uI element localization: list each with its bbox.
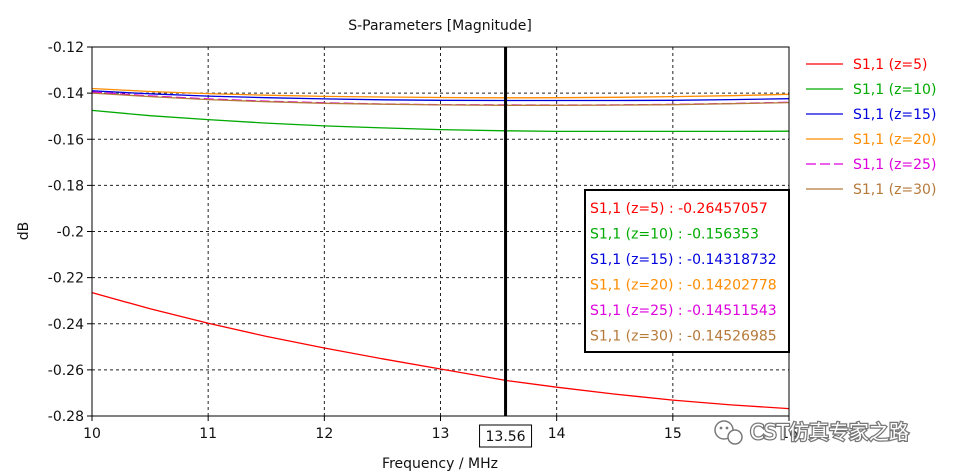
series-layer [91,87,790,410]
series-line [91,109,790,133]
series-line [91,92,790,106]
x-tick-label: 15 [664,426,682,442]
tick-layer: 10 11 12 13 14 15 16 -0.12 -0.14 -0.16 -0.18 -0.2 -0… [48,40,798,442]
marker-readout: S1,1 (z=10) : -0.156353 [590,227,759,243]
y-tick-label: -0.22 [48,271,84,287]
x-tick-label: 16 [780,426,798,442]
legend-label: S1,1 (z=25) [853,157,936,173]
marker-readout: S1,1 (z=20) : -0.14202778 [590,278,777,294]
y-tick-label: -0.26 [48,363,84,379]
legend-label: S1,1 (z=10) [853,82,936,98]
y-tick-label: -0.24 [48,317,84,333]
y-tick-label: -0.2 [57,225,84,241]
wechat-icon [714,420,743,445]
series-line [91,90,790,102]
x-tick-label: 10 [83,426,101,442]
x-tick-label: 14 [548,426,566,442]
x-tick-label: 11 [199,426,217,442]
y-axis-title: dB [16,222,32,241]
marker-x-label: 13.56 [486,429,526,445]
y-tick-label: -0.28 [48,409,84,425]
y-tick-label: -0.14 [48,86,84,102]
legend-label: S1,1 (z=15) [853,107,936,123]
marker-readout: S1,1 (z=25) : -0.14511543 [590,303,777,319]
legend-label: S1,1 (z=30) [853,182,936,198]
x-axis-title: Frequency / MHz [382,456,498,472]
marker-layer[interactable]: 13.56 S1,1 (z=5) : -0.26457057 S1,1 (z=10)… [479,47,790,448]
y-tick-label: -0.12 [48,40,84,56]
legend-label: S1,1 (z=5) [853,57,928,73]
series-line [91,87,790,99]
y-tick-label: -0.16 [48,132,84,148]
series-line [91,291,790,410]
marker-readout: S1,1 (z=30) : -0.14526985 [590,329,777,345]
x-tick-label: 13 [432,426,450,442]
watermark: CST仿真专家之路 [714,419,910,445]
legend: S1,1 (z=5) S1,1 (z=10) S1,1 (z=15) S1,1 (z=… [806,57,936,198]
x-tick-label: 12 [315,426,333,442]
marker-readout-box [584,189,790,353]
y-tick-label: -0.18 [48,178,84,194]
watermark-text: CST仿真专家之路 [750,420,909,444]
marker-x-box[interactable] [479,424,533,448]
marker-readout: S1,1 (z=15) : -0.14318732 [590,252,777,268]
marker-readout: S1,1 (z=5) : -0.26457057 [590,201,768,217]
legend-label: S1,1 (z=20) [853,132,936,148]
chart-title: S-Parameters [Magnitude] [348,18,532,34]
